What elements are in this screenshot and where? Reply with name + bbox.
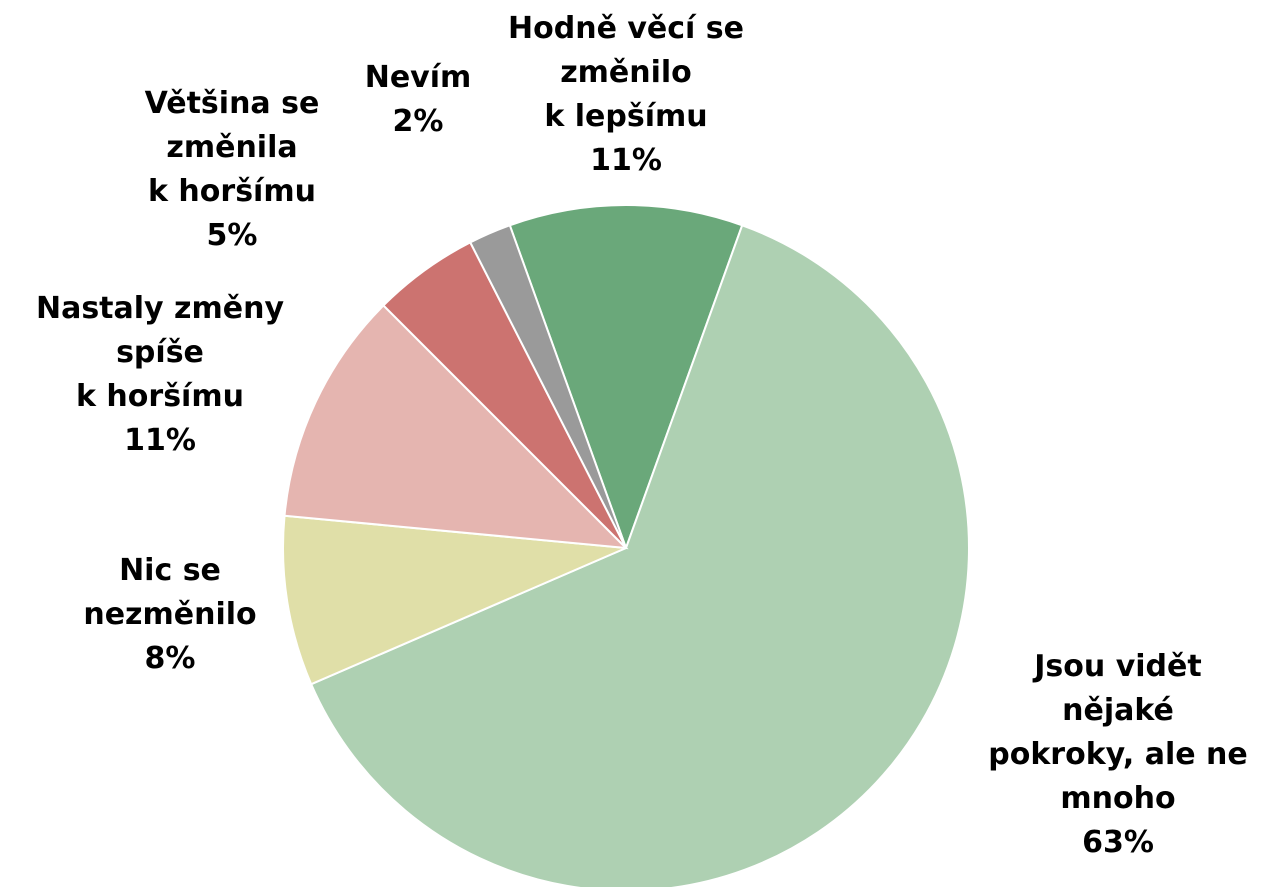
value-label: 63% <box>1082 825 1154 860</box>
slice-label: Nic se nezměnilo 8% <box>83 549 256 681</box>
pie-slice <box>282 514 627 686</box>
category-label: Hodně věcí se změnilo k lepšímu <box>508 11 744 134</box>
value-label: 5% <box>206 218 258 253</box>
value-label: 11% <box>124 423 196 458</box>
category-label: Nic se nezměnilo <box>83 553 257 632</box>
slice-label: Většina se změnila k horšímu 5% <box>145 82 320 258</box>
pie-slice <box>508 204 744 551</box>
category-label: Nevím <box>364 60 472 95</box>
value-label: 8% <box>144 641 196 676</box>
category-label: Jsou vidět nějaké pokroky, ale ne mnoho <box>988 649 1248 816</box>
pie-slice <box>309 223 970 887</box>
category-label: Nastaly změny spíše k horšímu <box>35 291 285 414</box>
value-label: 2% <box>392 104 444 139</box>
pie-slice <box>468 223 627 549</box>
slice-label: Jsou vidět nějaké pokroky, ale ne mnoho 6… <box>988 645 1247 865</box>
slice-label: Hodně věcí se změnilo k lepšímu 11% <box>508 7 744 183</box>
category-label: Většina se změnila k horšímu <box>144 86 320 209</box>
slice-label: Nastaly změny spíše k horšímu 11% <box>36 287 284 463</box>
pie-slice <box>283 304 629 550</box>
value-label: 11% <box>590 143 662 178</box>
slice-label: Nevím 2% <box>365 56 472 144</box>
